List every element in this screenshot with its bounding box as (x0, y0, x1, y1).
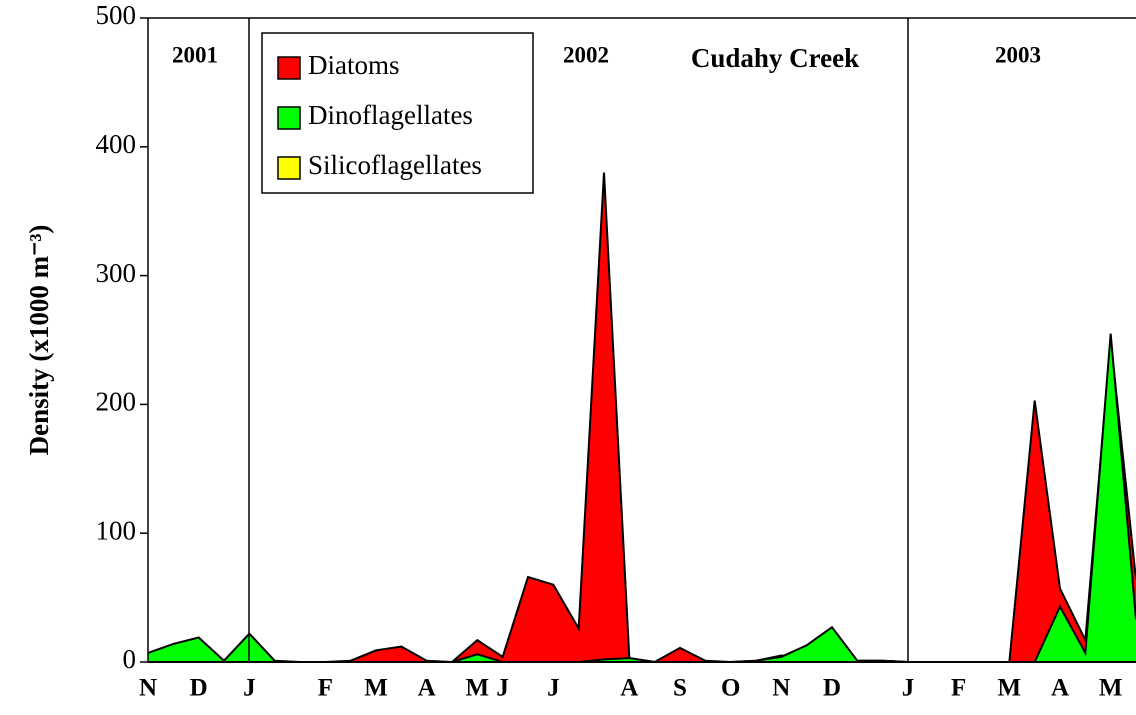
x-tick-label: J (902, 675, 915, 702)
x-tick-label: A (418, 675, 436, 702)
x-tick-label: J (243, 675, 256, 702)
legend (261, 32, 534, 194)
y-tick-label: 500 (96, 0, 137, 30)
x-tick-label: J (496, 675, 509, 702)
legend-label: Silicoflagellates (308, 150, 482, 180)
year-label: 2001 (172, 42, 218, 67)
x-tick-label: M (364, 675, 388, 702)
legend-swatch (277, 156, 301, 180)
x-tick-label: M (1099, 675, 1123, 702)
legend-swatch (277, 56, 301, 80)
x-tick-label: D (190, 675, 208, 702)
area-outline (147, 172, 1136, 664)
plot-area (147, 172, 1136, 664)
y-tick-label: 200 (96, 387, 137, 417)
x-tick-label: F (951, 675, 966, 702)
chart-title: Cudahy Creek (691, 43, 859, 73)
x-tick-label: M (998, 675, 1022, 702)
x-tick-label: F (318, 675, 333, 702)
x-tick-label: A (1051, 675, 1069, 702)
x-tick-label: O (721, 675, 740, 702)
area-outline (147, 333, 1136, 663)
x-tick-label: J (547, 675, 560, 702)
legend-swatch (277, 106, 301, 130)
y-tick-label: 300 (96, 258, 137, 288)
area (148, 172, 1136, 662)
x-tick-label: D (823, 675, 841, 702)
x-tick-label: N (772, 675, 790, 702)
legend-label: Diatoms (308, 50, 400, 80)
year-label: 2002 (563, 42, 609, 67)
legend-entries: Diatoms Dinoflagellates Silicoflagellates (277, 50, 482, 180)
y-axis-label: Density (x1000 m⁻³) (24, 225, 54, 456)
legend-label: Dinoflagellates (308, 100, 473, 130)
y-tick-label: 0 (123, 644, 137, 674)
y-tick-label: 400 (96, 129, 137, 159)
x-tick-label: M (466, 675, 490, 702)
year-label: 2003 (995, 42, 1041, 67)
y-tick-label: 100 (96, 515, 137, 545)
x-tick-label: S (673, 675, 687, 702)
area (148, 333, 1136, 662)
x-tick-label: N (139, 675, 157, 702)
x-tick-label: A (620, 675, 638, 702)
